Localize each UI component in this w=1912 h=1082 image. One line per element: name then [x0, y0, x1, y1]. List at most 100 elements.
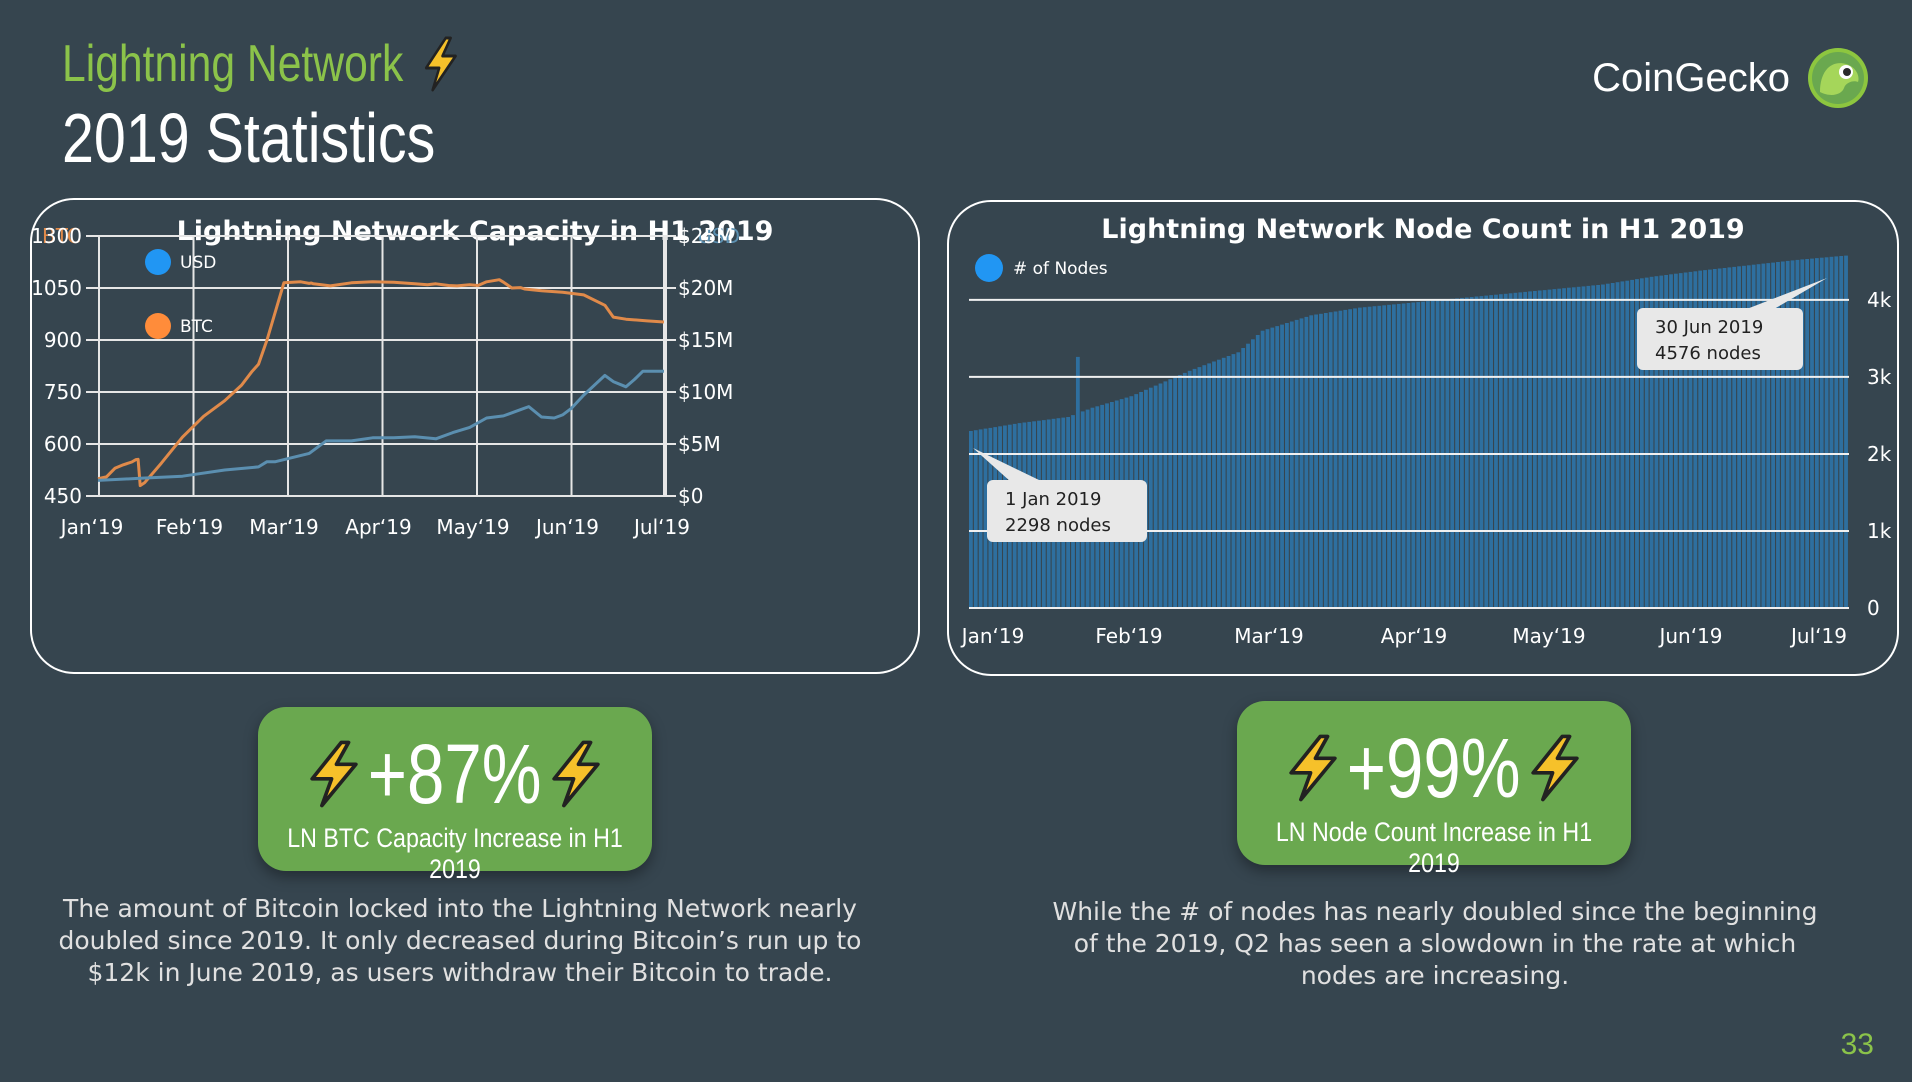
lightning-bolt-icon: [551, 740, 600, 808]
bar: [1644, 277, 1649, 608]
bar: [1630, 279, 1635, 608]
bar: [1508, 293, 1513, 608]
bar: [1464, 297, 1469, 608]
x-tick-label: Feb‘19: [156, 515, 223, 539]
x-tick-label: Jul‘19: [632, 515, 690, 539]
bar: [1362, 307, 1367, 608]
bar: [1246, 343, 1250, 608]
bar: [1664, 275, 1669, 608]
legend-label: USD: [180, 253, 216, 273]
y-tick-label: 3k: [1867, 365, 1892, 389]
bar: [1494, 294, 1498, 608]
bar: [1523, 291, 1528, 608]
bar: [1839, 256, 1844, 608]
y-tick-label: 4k: [1867, 288, 1892, 312]
bar: [1581, 286, 1586, 608]
logo-text: CoinGecko: [1592, 55, 1790, 100]
stat-value: +99%: [1347, 720, 1521, 815]
y-right-tick-label: $0: [678, 484, 703, 508]
callout-value: 4576 nodes: [1655, 343, 1761, 364]
y-left-tick-label: 900: [44, 328, 82, 352]
bar: [1357, 307, 1362, 608]
bar: [1294, 319, 1299, 608]
bar: [1805, 259, 1810, 608]
bar: [1153, 385, 1158, 608]
bar: [1625, 280, 1630, 608]
x-tick-label: May‘19: [436, 515, 509, 539]
callout-date: 1 Jan 2019: [1005, 489, 1101, 510]
x-tick-label: Apr‘19: [345, 515, 411, 539]
left-axis-label: BTC: [42, 224, 81, 248]
legend-marker-nodes: [975, 254, 1003, 282]
bar: [1547, 289, 1552, 608]
bar: [1766, 263, 1771, 608]
bar: [1562, 288, 1566, 608]
annotation-end: 30 Jun 2019 4576 nodes: [1637, 278, 1827, 370]
x-tick-label: Jan‘19: [59, 515, 124, 539]
bar: [1790, 260, 1795, 608]
page-header: Lightning Network 2019 Statistics: [62, 34, 548, 178]
capacity-chart-title: Lightning Network Capacity in H1 2019: [176, 216, 774, 247]
capacity-chart-panel: Lightning Network Capacity in H1 2019 BT…: [30, 198, 920, 674]
title-text: Lightning Network: [62, 35, 404, 93]
x-tick-label: Mar‘19: [1234, 624, 1304, 648]
bar: [1255, 335, 1260, 608]
bar: [1416, 302, 1421, 608]
x-tick-label: Jul‘19: [1789, 624, 1847, 648]
bar: [1391, 304, 1396, 608]
bar: [1333, 311, 1338, 608]
bar: [1353, 308, 1357, 608]
bar: [1226, 356, 1231, 608]
bar: [1289, 321, 1294, 608]
bar: [1236, 352, 1241, 608]
bar: [1591, 285, 1596, 608]
bar: [1372, 306, 1377, 608]
bar: [1557, 288, 1562, 608]
callout-pointer: [973, 448, 1039, 482]
bar: [1673, 273, 1678, 608]
callout-date: 30 Jun 2019: [1655, 317, 1763, 338]
bar: [1250, 339, 1255, 608]
stat-value: +87%: [368, 726, 542, 821]
bar: [1528, 291, 1532, 608]
bar: [1669, 274, 1673, 608]
bar: [1552, 289, 1557, 608]
bar: [1829, 256, 1834, 608]
bar: [1479, 296, 1484, 608]
stat-label: LN BTC Capacity Increase in H1 2019: [287, 823, 623, 884]
bar: [1202, 365, 1207, 608]
bar: [1187, 370, 1192, 608]
bar: [1635, 279, 1639, 608]
bar: [1299, 318, 1304, 608]
bar: [1158, 383, 1163, 608]
bar: [1844, 255, 1848, 608]
bar: [1178, 375, 1182, 608]
bar: [1382, 305, 1387, 608]
bar: [1148, 387, 1153, 608]
bar: [1192, 368, 1197, 608]
bar: [1319, 313, 1323, 608]
bar: [1698, 270, 1703, 608]
capacity-description: The amount of Bitcoin locked into the Li…: [58, 894, 862, 987]
series-line-btc: [97, 278, 665, 488]
bar: [1639, 278, 1644, 608]
bar: [1756, 264, 1761, 608]
bar: [1270, 327, 1275, 608]
bar: [1328, 312, 1333, 608]
x-tick-label: May‘19: [1512, 624, 1585, 648]
bar: [1377, 305, 1382, 608]
bar: [1343, 309, 1348, 608]
bar: [1216, 359, 1221, 608]
bar: [1688, 271, 1693, 608]
bar: [1212, 361, 1216, 608]
bar: [1401, 303, 1406, 608]
bar: [1586, 285, 1591, 608]
bar: [1678, 273, 1683, 608]
bar: [1712, 269, 1717, 608]
bar: [1518, 292, 1523, 608]
bar: [1513, 292, 1518, 608]
bar: [1819, 257, 1824, 608]
y-right-tick-label: $15M: [678, 328, 733, 352]
coingecko-logo: CoinGecko: [1592, 46, 1870, 110]
bar: [1659, 275, 1664, 608]
